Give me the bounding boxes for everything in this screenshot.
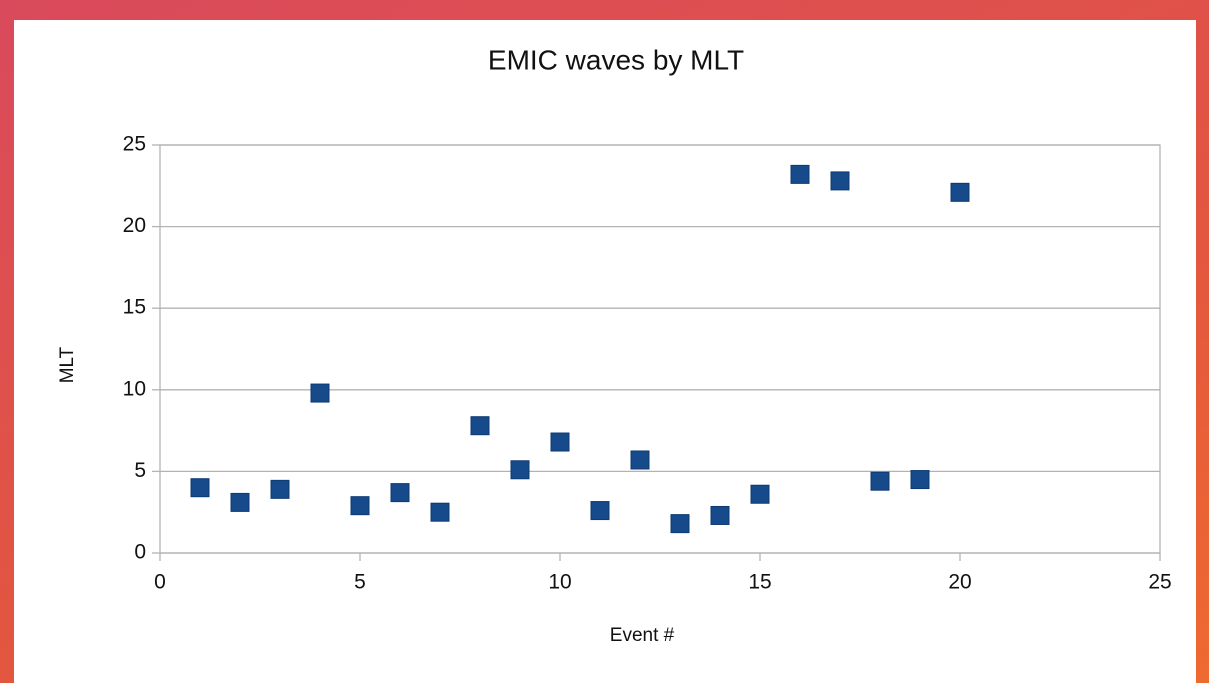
y-tick-label: 5 (134, 459, 146, 482)
marker (510, 460, 530, 480)
marker (870, 471, 890, 491)
x-tick-label: 15 (748, 571, 771, 594)
marker (630, 450, 650, 470)
marker (830, 171, 850, 191)
marker (470, 416, 490, 436)
chart-title: EMIC waves by MLT (488, 44, 744, 75)
marker (550, 432, 570, 452)
y-tick-label: 25 (123, 133, 146, 156)
y-tick-label: 0 (134, 541, 146, 564)
x-tick-label: 10 (548, 571, 571, 594)
marker (310, 383, 330, 403)
x-tick-label: 0 (154, 571, 166, 594)
marker (350, 496, 370, 516)
y-tick-label: 15 (123, 296, 146, 319)
y-tick-label: 10 (123, 377, 146, 400)
marker (750, 484, 770, 504)
y-tick-label: 20 (123, 214, 146, 237)
y-axis-label: MLT (57, 346, 78, 383)
x-tick-label: 20 (948, 571, 971, 594)
marker (790, 164, 810, 184)
marker (390, 483, 410, 503)
marker (910, 470, 930, 490)
marker (950, 182, 970, 202)
marker (270, 479, 290, 499)
x-tick-label: 25 (1148, 571, 1171, 594)
marker (230, 492, 250, 512)
marker (710, 505, 730, 525)
marker (590, 501, 610, 521)
marker (670, 514, 690, 534)
marker (430, 502, 450, 522)
plot-frame (159, 144, 1161, 554)
x-axis-label: Event # (610, 625, 675, 646)
marker (190, 478, 210, 498)
x-tick-label: 5 (354, 571, 366, 594)
panel (14, 20, 1196, 683)
